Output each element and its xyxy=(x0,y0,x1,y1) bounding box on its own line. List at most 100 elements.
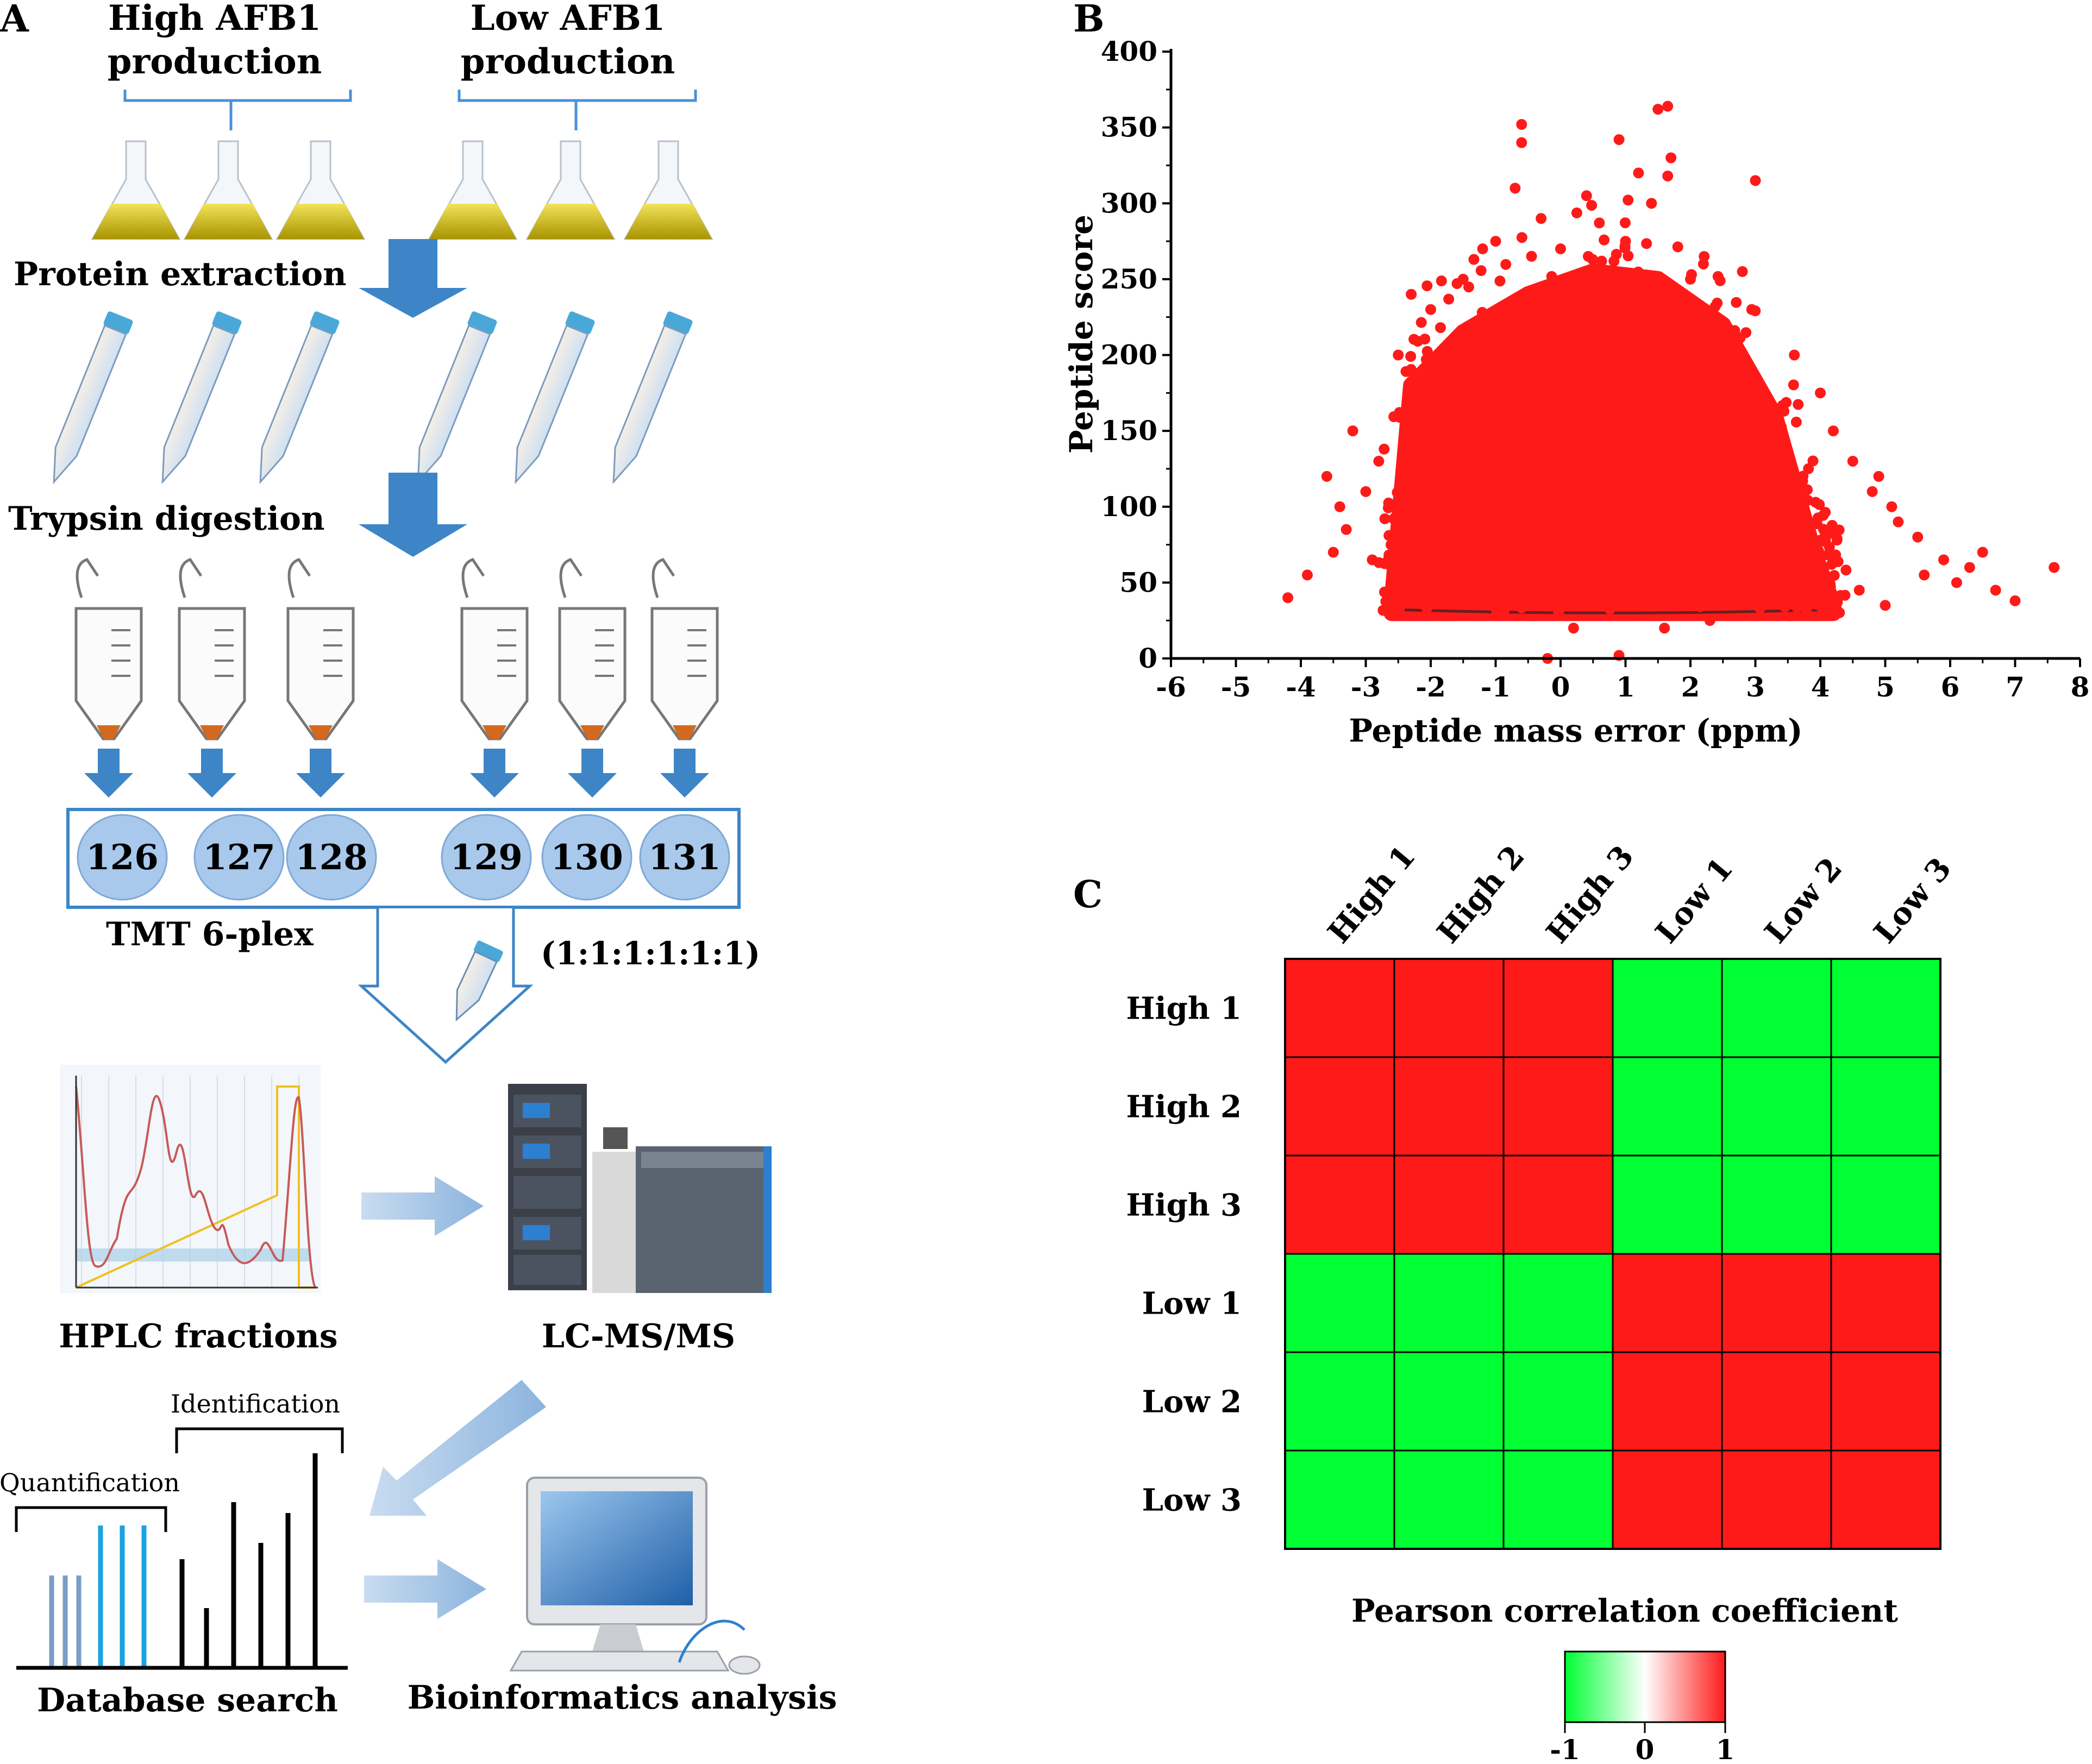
scatter-point xyxy=(1832,597,1843,608)
scatter-point xyxy=(1457,539,1468,550)
database-search-image: Identification Quantification xyxy=(0,1389,348,1670)
heatmap-cell xyxy=(1830,1351,1941,1452)
scatter-point xyxy=(1912,531,1924,543)
scatter-point xyxy=(1739,598,1750,610)
scatter-point xyxy=(1655,558,1667,569)
scatter-point xyxy=(1880,600,1891,611)
scatter-point xyxy=(1476,306,1488,318)
tmt-label-130: 130 xyxy=(550,837,623,878)
scatter-point xyxy=(1456,374,1467,386)
scatter-point xyxy=(1620,236,1631,247)
scatter-point xyxy=(2009,595,2021,606)
scatter-point xyxy=(1587,414,1598,425)
scatter-point xyxy=(1610,351,1621,362)
scatter-point xyxy=(1588,600,1600,612)
panel-label-b: B xyxy=(1073,0,1104,41)
scatter-point xyxy=(1379,513,1391,524)
eppendorf-tube-icon xyxy=(558,558,627,798)
scatter-point xyxy=(1553,607,1564,619)
scatter-point xyxy=(1405,492,1416,503)
scatter-x-tick-label: 2 xyxy=(1681,671,1700,703)
scatter-point xyxy=(1776,552,1788,563)
scatter-point xyxy=(1506,583,1517,594)
scatter-point xyxy=(1990,585,2001,596)
scatter-point xyxy=(1435,322,1446,334)
scatter-point xyxy=(1568,623,1579,634)
scatter-points xyxy=(1282,101,2060,664)
scatter-point xyxy=(1513,350,1525,362)
scatter-point xyxy=(1457,273,1469,285)
scatter-point xyxy=(1795,509,1806,520)
panel-b-scatter: -6 -5 -4 -3 -2 -1 0 1 2 3 4 5 6 7 8 0 50 100 150 200 250 300 3… xyxy=(1063,35,2089,749)
heatmap-cell xyxy=(1830,1154,1941,1255)
scatter-point xyxy=(1772,540,1784,551)
heatmap-cell xyxy=(1612,1351,1723,1452)
eppendorf-tube-icon xyxy=(650,558,719,798)
scatter-point xyxy=(1436,275,1447,287)
scatter-point xyxy=(1763,597,1774,608)
tmt-label-circle xyxy=(639,814,730,901)
scatter-point xyxy=(1668,570,1680,582)
tube-row xyxy=(53,311,693,485)
down-arrow-2 xyxy=(359,473,467,557)
step-database-search: Database search xyxy=(37,1681,338,1719)
falcon-tube-icon xyxy=(259,311,340,485)
scatter-point xyxy=(1466,577,1477,588)
scatter-point xyxy=(1754,432,1765,443)
down-arrow-1 xyxy=(359,239,467,318)
scatter-point xyxy=(1443,419,1454,431)
scatter-point xyxy=(1721,562,1733,574)
scatter-point xyxy=(1463,586,1475,597)
scatter-point xyxy=(1581,552,1592,563)
scatter-point xyxy=(1449,468,1461,480)
scatter-x-tick-label: -6 xyxy=(1156,671,1186,703)
scatter-x-tick-label: 6 xyxy=(1941,671,1960,703)
scatter-point xyxy=(1736,541,1747,552)
scatter-point xyxy=(1536,213,1547,224)
heatmap-row-label: Low 1 xyxy=(1142,1286,1242,1322)
scatter-point xyxy=(1831,535,1843,546)
scatter-point xyxy=(1607,552,1618,563)
scatter-point xyxy=(1424,415,1435,426)
scatter-point xyxy=(1477,243,1488,255)
scatter-point xyxy=(1608,255,1620,267)
scatter-point xyxy=(1334,501,1345,512)
group-low-bracket xyxy=(458,90,697,130)
tmt-label-circle xyxy=(541,814,632,901)
scatter-point xyxy=(1341,524,1352,535)
panel-a-workflow: High AFB1 production Low AFB1 production… xyxy=(0,0,837,1719)
scatter-point xyxy=(1790,587,1801,599)
tmt-labels: 126 127 128 129 130 131 xyxy=(77,814,730,901)
scatter-point xyxy=(1701,374,1713,385)
scatter-point xyxy=(1717,401,1728,412)
diagonal-arrow xyxy=(369,1380,546,1516)
scatter-point xyxy=(1490,236,1501,247)
heatmap-cell xyxy=(1612,958,1723,1058)
heatmap-cell xyxy=(1393,1449,1505,1550)
scatter-point xyxy=(1501,452,1513,463)
scatter-point xyxy=(1587,516,1599,527)
scatter-point xyxy=(1664,338,1676,349)
scatter-point xyxy=(1801,599,1813,610)
scatter-point xyxy=(1774,432,1786,443)
scatter-point xyxy=(1534,584,1545,595)
heatmap-cell xyxy=(1393,1056,1505,1157)
scatter-point xyxy=(1456,480,1468,491)
scatter-point xyxy=(1655,464,1666,475)
scatter-point xyxy=(1691,317,1702,329)
heatmap-cell xyxy=(1721,1056,1832,1157)
scatter-point xyxy=(1631,364,1643,375)
heatmap-cell xyxy=(1393,1154,1505,1255)
heatmap-cell xyxy=(1393,1351,1505,1452)
scatter-point xyxy=(1853,585,1865,596)
scatter-point xyxy=(1743,413,1755,425)
scatter-point xyxy=(1516,232,1527,243)
eppendorf-tube-icon xyxy=(460,558,529,798)
heatmap-column-label: Low 1 xyxy=(1649,851,1740,950)
eppendorf-tube-icon xyxy=(178,558,246,798)
scatter-point xyxy=(1551,480,1563,492)
step-bioinformatics: Bioinformatics analysis xyxy=(408,1679,837,1717)
scatter-point xyxy=(1682,392,1694,403)
scatter-point xyxy=(1474,350,1485,361)
scatter-point xyxy=(1510,183,1521,194)
